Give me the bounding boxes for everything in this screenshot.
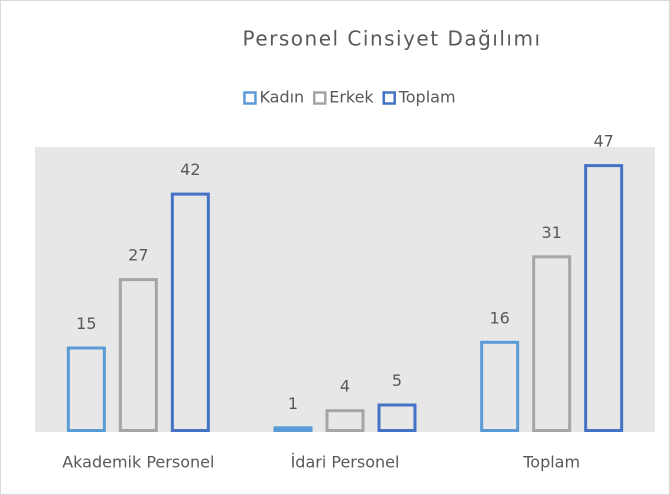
data-label: 47 [593,132,613,151]
bar [480,340,520,432]
bar [170,192,210,432]
bar [66,346,106,432]
legend-label: Kadın [259,88,304,107]
legend-item: Kadın [243,88,304,107]
data-label: 42 [180,160,200,179]
data-label: 15 [76,314,96,333]
plot-area [35,147,655,432]
bar [377,403,417,432]
bar [273,426,313,432]
bar [584,164,624,432]
x-tick-label: Akademik Personel [62,453,214,472]
legend-label: Erkek [329,88,374,107]
data-label: 1 [288,394,298,413]
data-label: 5 [392,371,402,390]
legend-item: Toplam [382,88,456,107]
x-tick-label: İdari Personel [291,453,400,472]
legend-swatch [243,91,257,105]
x-tick-label: Toplam [522,453,580,472]
data-label: 27 [128,246,148,265]
bar [532,255,572,432]
legend-swatch [382,91,396,105]
legend-swatch [312,91,327,105]
bar [325,409,365,433]
chart-title: Personel Cinsiyet Dağılımı [243,27,542,51]
legend-item: Erkek [312,88,374,107]
data-label: 4 [340,377,350,396]
bar [118,278,158,432]
data-label: 31 [541,223,561,242]
legend-label: Toplam [398,88,456,107]
data-label: 16 [489,308,509,327]
